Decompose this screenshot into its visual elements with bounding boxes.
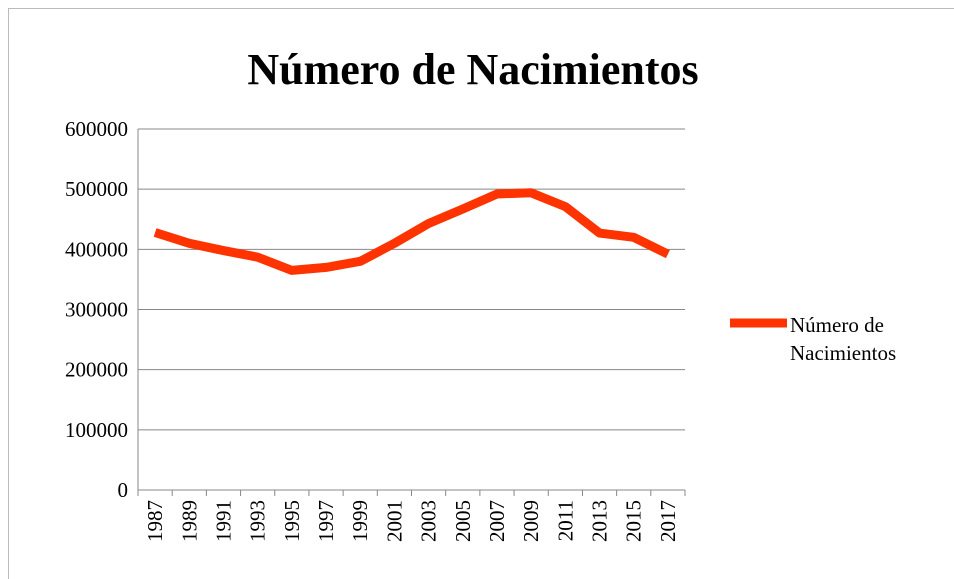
x-tick-label: 1989 <box>177 500 201 542</box>
x-tick-label: 2017 <box>656 500 680 542</box>
x-tick-label: 2009 <box>519 500 543 542</box>
y-tick-label: 400000 <box>65 237 128 261</box>
y-tick-label: 600000 <box>65 117 128 141</box>
x-tick-label: 2013 <box>588 500 612 542</box>
x-tick-label: 1995 <box>280 500 304 542</box>
legend-label: Número de Nacimientos <box>790 313 897 365</box>
y-tick-label: 500000 <box>65 177 128 201</box>
x-tick-label: 1999 <box>348 500 372 542</box>
x-tick-label: 2011 <box>553 500 577 541</box>
x-tick-label: 2003 <box>417 500 441 542</box>
y-tick-label: 300000 <box>65 298 128 322</box>
x-tick-label: 2015 <box>622 500 646 542</box>
y-tick-label: 200000 <box>65 358 128 382</box>
x-tick-label: 2005 <box>451 500 475 542</box>
y-tick-label: 100000 <box>65 418 128 442</box>
line-series <box>153 188 670 275</box>
x-tick-label: 2001 <box>382 500 406 542</box>
chart-title: Número de Nacimientos <box>247 45 698 94</box>
y-tick-label: 0 <box>118 478 129 502</box>
x-tick-label: 1997 <box>314 500 338 542</box>
x-tick-label: 1987 <box>143 500 167 542</box>
x-tick-label: 1993 <box>246 500 270 542</box>
x-tick-label: 1991 <box>211 500 235 542</box>
x-tick-label: 2007 <box>485 500 509 542</box>
